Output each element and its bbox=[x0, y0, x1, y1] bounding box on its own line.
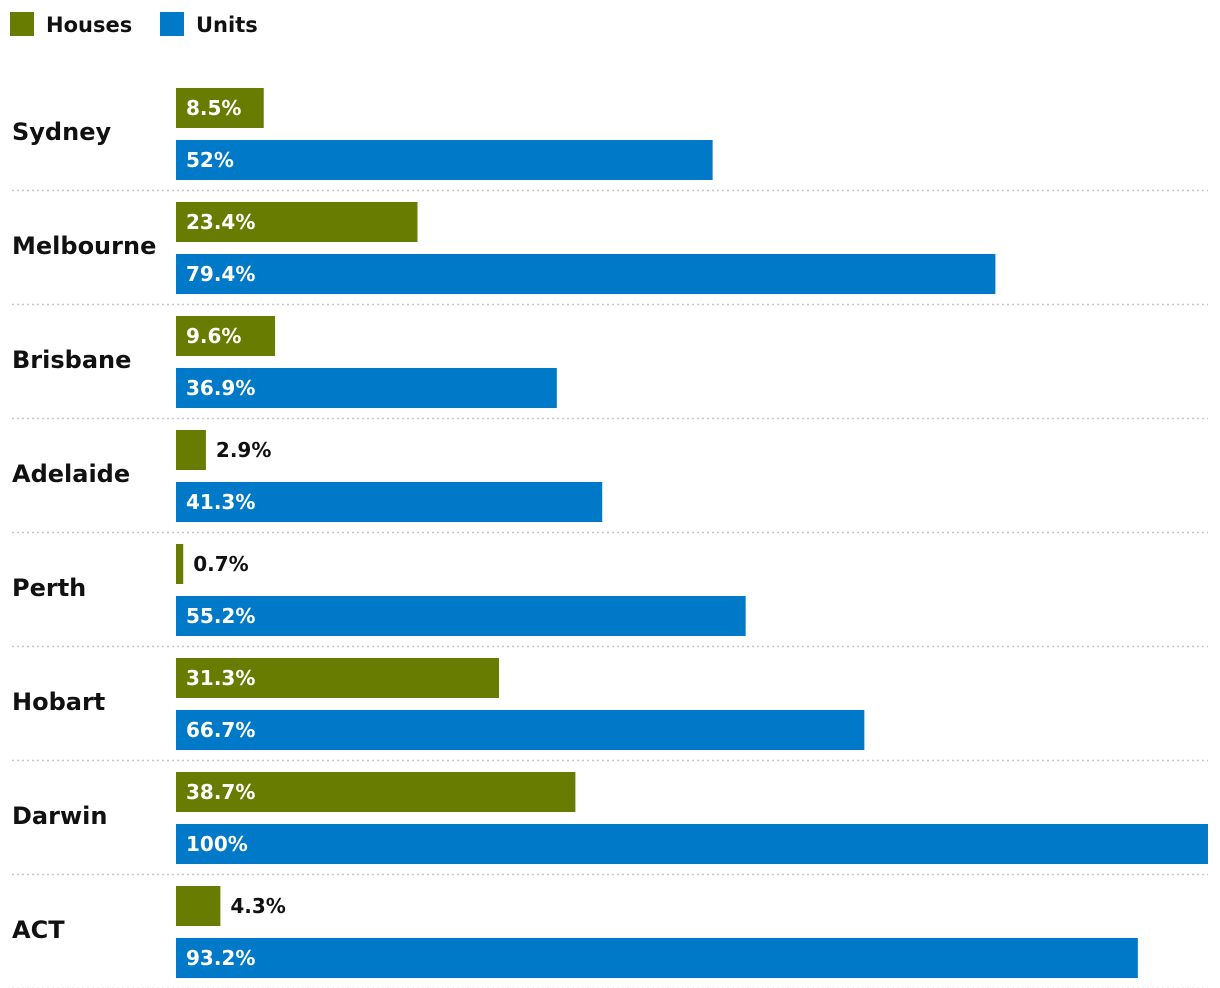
bar-perth-units bbox=[176, 596, 746, 636]
bar-hobart-houses bbox=[176, 658, 500, 698]
bar-darwin-units bbox=[176, 824, 1208, 864]
data-label-brisbane-houses: 9.6% bbox=[186, 324, 241, 348]
legend-swatch-units bbox=[160, 12, 184, 36]
data-label-darwin-houses: 38.7% bbox=[186, 780, 255, 804]
data-label-hobart-units: 66.7% bbox=[186, 718, 255, 742]
bar-melbourne-houses bbox=[176, 202, 418, 242]
data-label-melbourne-units: 79.4% bbox=[186, 262, 255, 286]
category-label-melbourne: Melbourne bbox=[12, 232, 156, 260]
row-brisbane: Brisbane 9.6% 36.9% bbox=[12, 316, 557, 408]
category-label-brisbane: Brisbane bbox=[12, 346, 131, 374]
data-label-perth-houses: 0.7% bbox=[193, 552, 248, 576]
data-label-melbourne-houses: 23.4% bbox=[186, 210, 255, 234]
category-label-act: ACT bbox=[12, 916, 65, 944]
bar-perth-houses bbox=[176, 544, 184, 584]
row-adelaide: Adelaide 2.9% 41.3% bbox=[12, 430, 603, 522]
category-label-perth: Perth bbox=[12, 574, 86, 602]
category-label-adelaide: Adelaide bbox=[12, 460, 130, 488]
data-label-adelaide-houses: 2.9% bbox=[216, 438, 271, 462]
bar-brisbane-units bbox=[176, 368, 557, 408]
category-label-hobart: Hobart bbox=[12, 688, 105, 716]
bar-sydney-houses bbox=[176, 88, 264, 128]
data-label-perth-units: 55.2% bbox=[186, 604, 255, 628]
data-label-sydney-units: 52% bbox=[186, 148, 234, 172]
data-label-darwin-units: 100% bbox=[186, 832, 248, 856]
data-label-adelaide-units: 41.3% bbox=[186, 490, 255, 514]
data-label-act-houses: 4.3% bbox=[230, 894, 285, 918]
category-label-darwin: Darwin bbox=[12, 802, 107, 830]
bar-act-units bbox=[176, 938, 1138, 978]
bar-brisbane-houses bbox=[176, 316, 276, 356]
bar-darwin-houses bbox=[176, 772, 576, 812]
bar-act-houses bbox=[176, 886, 221, 926]
bar-hobart-units bbox=[176, 710, 865, 750]
legend-swatch-houses bbox=[10, 12, 34, 36]
plot-area: Sydney 8.5% 52% Melbourne 23.4% 79.4% Brisbane… bbox=[12, 88, 1208, 978]
row-sydney: Sydney 8.5% 52% bbox=[12, 88, 713, 180]
bar-adelaide-houses bbox=[176, 430, 206, 470]
bar-melbourne-units bbox=[176, 254, 996, 294]
row-separators bbox=[12, 189, 1208, 988]
row-perth: Perth 0.7% 55.2% bbox=[12, 544, 746, 636]
row-darwin: Darwin 38.7% 100% bbox=[12, 772, 1208, 864]
bar-sydney-units bbox=[176, 140, 713, 180]
legend: Houses Units bbox=[10, 12, 258, 37]
data-label-hobart-houses: 31.3% bbox=[186, 666, 255, 690]
category-label-sydney: Sydney bbox=[12, 118, 111, 146]
row-melbourne: Melbourne 23.4% 79.4% bbox=[12, 202, 996, 294]
legend-label-houses: Houses bbox=[46, 13, 132, 37]
data-label-sydney-houses: 8.5% bbox=[186, 96, 241, 120]
data-label-brisbane-units: 36.9% bbox=[186, 376, 255, 400]
row-hobart: Hobart 31.3% 66.7% bbox=[12, 658, 865, 750]
legend-label-units: Units bbox=[196, 13, 258, 37]
bar-adelaide-units bbox=[176, 482, 603, 522]
row-act: ACT 4.3% 93.2% bbox=[12, 886, 1138, 978]
data-label-act-units: 93.2% bbox=[186, 946, 255, 970]
